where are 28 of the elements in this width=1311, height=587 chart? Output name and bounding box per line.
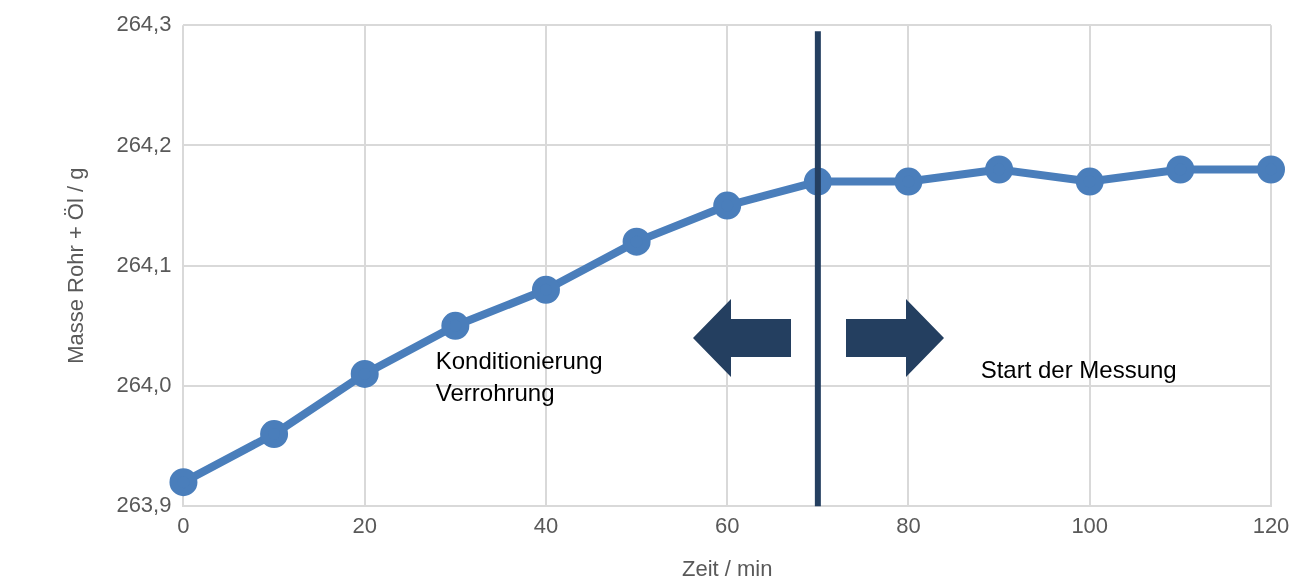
point <box>622 227 651 256</box>
point <box>441 311 470 340</box>
y-tick-label: 264,2 <box>116 131 172 157</box>
annotation: Konditionierung Verrohrung <box>435 346 603 406</box>
annotation: Start der Messung <box>980 356 1177 384</box>
point <box>1166 155 1195 184</box>
point <box>1257 155 1285 184</box>
x-tick-label: 100 <box>1071 513 1109 539</box>
x-tick-label: 80 <box>896 513 921 539</box>
point <box>350 359 379 388</box>
x-axis-title: Zeit / min <box>681 555 773 581</box>
point <box>260 420 289 449</box>
x-tick-label: 120 <box>1252 513 1290 539</box>
point <box>985 155 1014 184</box>
point <box>169 468 198 497</box>
point <box>713 191 742 220</box>
x-tick-label: 20 <box>352 513 377 539</box>
y-tick-label: 264,0 <box>116 372 172 398</box>
y-tick-label: 264,1 <box>116 251 172 277</box>
point <box>894 167 923 196</box>
y-tick-label: 264,3 <box>116 11 172 37</box>
y-tick-label: 263,9 <box>116 492 172 518</box>
y-axis-title: Masse Rohr + Öl / g <box>63 167 89 364</box>
point <box>1075 167 1104 196</box>
point <box>531 275 560 304</box>
x-tick-label: 0 <box>177 513 190 539</box>
x-tick-label: 40 <box>533 513 559 539</box>
x-tick-label: 60 <box>714 513 740 539</box>
